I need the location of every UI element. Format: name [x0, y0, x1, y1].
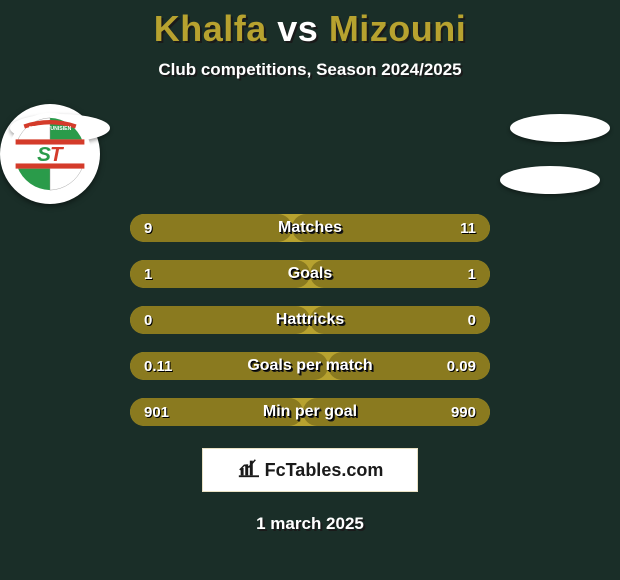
- stat-value-right: 0: [468, 312, 476, 329]
- stat-value-left: 0.11: [144, 358, 172, 375]
- stat-value-right: 1: [468, 266, 476, 283]
- bar-chart-icon: [237, 457, 259, 484]
- svg-text:STADE TUNISIEN: STADE TUNISIEN: [29, 126, 72, 132]
- stat-value-left: 1: [144, 266, 152, 283]
- stat-label: Matches: [278, 219, 342, 237]
- player-right-name: Mizouni: [329, 8, 466, 49]
- stat-value-right: 11: [460, 220, 476, 237]
- stat-label: Hattricks: [276, 311, 344, 329]
- stat-value-left: 0: [144, 312, 152, 329]
- player-right-badge: [510, 114, 610, 142]
- club-logo-icon: S T STADE TUNISIEN: [7, 111, 93, 197]
- stat-value-left: 901: [144, 404, 169, 421]
- stat-row: 1 1 Goals: [130, 260, 490, 288]
- stat-row: 0 0 Hattricks: [130, 306, 490, 334]
- branding-text: FcTables.com: [265, 460, 384, 481]
- svg-text:S: S: [37, 143, 51, 166]
- stat-row: 9 11 Matches: [130, 214, 490, 242]
- stat-label: Min per goal: [263, 403, 357, 421]
- stat-value-right: 990: [451, 404, 476, 421]
- stat-row: 901 990 Min per goal: [130, 398, 490, 426]
- footer-date: 1 march 2025: [0, 514, 620, 534]
- branding-banner[interactable]: FcTables.com: [202, 448, 418, 492]
- vs-text: vs: [277, 8, 318, 49]
- stat-bars: 911Matches11Goals00Hattricks0.110.09Goal…: [130, 204, 490, 426]
- stat-value-left: 9: [144, 220, 152, 237]
- stat-label: Goals: [288, 265, 332, 283]
- player-left-name: Khalfa: [154, 8, 267, 49]
- subtitle: Club competitions, Season 2024/2025: [0, 60, 620, 80]
- stat-fill-left: [130, 260, 310, 288]
- player-right-club-badge: [500, 166, 600, 194]
- stat-fill-right: [310, 260, 490, 288]
- stat-label: Goals per match: [247, 357, 372, 375]
- compare-area: S T STADE TUNISIEN 911Matches11Goals00Ha…: [0, 104, 620, 426]
- page-title: Khalfa vs Mizouni: [0, 0, 620, 50]
- stat-fill-left: [130, 214, 292, 242]
- stat-row: 0.11 0.09 Goals per match: [130, 352, 490, 380]
- stat-value-right: 0.09: [447, 358, 476, 375]
